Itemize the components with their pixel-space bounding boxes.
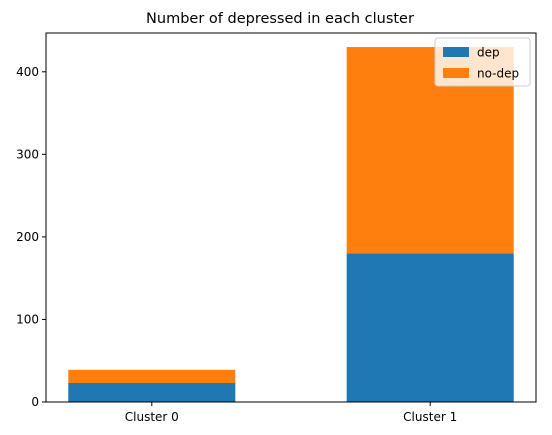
y-tick-label: 100 (16, 312, 39, 326)
legend-label-dep: dep (477, 46, 500, 60)
legend: dep no-dep (434, 37, 531, 87)
bar-dep-cluster-0 (68, 383, 236, 402)
bars-layer (68, 47, 514, 402)
legend-swatch-no-dep (443, 68, 469, 78)
axes-layer: 0 100 200 300 400 Cluster 0 Cluster 1 (16, 32, 537, 424)
bar-dep-cluster-1 (346, 253, 514, 402)
y-tick-label: 200 (16, 230, 39, 244)
x-tick-label: Cluster 1 (403, 410, 457, 424)
y-tick-label: 0 (31, 395, 39, 409)
plot-frame (45, 32, 537, 403)
legend-label-no-dep: no-dep (477, 67, 519, 81)
x-tick-label: Cluster 0 (125, 410, 179, 424)
y-tick-label: 400 (16, 65, 39, 79)
legend-swatch-dep (443, 47, 469, 57)
chart-title: Number of depressed in each cluster (146, 11, 414, 27)
y-tick-label: 300 (16, 147, 39, 161)
bar-no-dep-cluster-0 (68, 369, 236, 384)
